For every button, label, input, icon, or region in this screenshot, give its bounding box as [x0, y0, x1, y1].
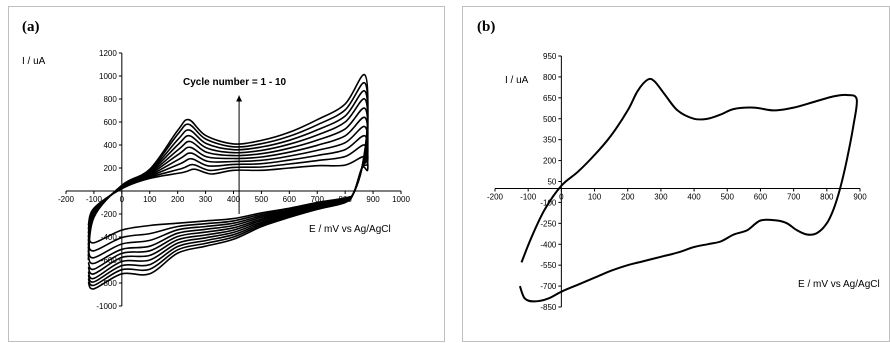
x-tick-label: 500 [721, 192, 735, 201]
y-tick-label: 500 [543, 115, 557, 124]
cycle-curve-5 [87, 116, 369, 271]
x-tick-label: 0 [120, 195, 125, 204]
cycle-curve-1 [87, 155, 369, 244]
y-tick-label: -400 [101, 233, 118, 242]
cycle-curve-2 [87, 144, 369, 252]
y-tick-label: -800 [101, 279, 118, 288]
y-tick-label: -850 [540, 303, 557, 312]
x-tick-label: 600 [754, 192, 768, 201]
x-tick-label: 1000 [392, 195, 410, 204]
x-tick-label: 900 [366, 195, 380, 204]
y-tick-label: -200 [101, 210, 118, 219]
y-axis-title: I / uA [505, 75, 529, 86]
y-tick-label: 950 [543, 52, 557, 61]
cv-chart-a: -200 -100 0 100 200 300 400 500 600 700 800 900 1000… [22, 49, 410, 311]
cycle-curve-10 [87, 73, 369, 290]
y-tick-label: 200 [543, 157, 557, 166]
y-tick-label: 400 [103, 141, 117, 150]
panel-label-a: (a) [22, 19, 40, 35]
y-axis-title: I / uA [22, 56, 46, 67]
cycle-curve-3 [87, 134, 369, 259]
x-axis-title: E / mV vs Ag/AgCl [798, 279, 880, 290]
y-tick-label: 1000 [99, 72, 117, 81]
x-tick-label: -200 [487, 192, 504, 201]
x-tick-label: 600 [283, 195, 297, 204]
chart-panel-b: (b) -200 -100 0 100 200 300 400 500 600 700 800 900… [462, 6, 890, 342]
cv-chart-b: -200 -100 0 100 200 300 400 500 600 700 800 900 -850… [487, 52, 880, 312]
x-tick-label: 200 [621, 192, 635, 201]
y-tick-label: -550 [540, 261, 557, 270]
cycle-arrow-head [236, 95, 243, 102]
cycle-curve-8 [87, 90, 369, 283]
y-tick-label: 50 [547, 178, 556, 187]
y-tick-label: 650 [543, 94, 557, 103]
x-tick-label: 900 [853, 192, 867, 201]
y-tick-label: -1000 [96, 302, 117, 311]
y-tick-label: 350 [543, 136, 557, 145]
x-tick-label: 400 [687, 192, 701, 201]
x-tick-label: 700 [311, 195, 325, 204]
y-tick-label: 800 [103, 95, 117, 104]
x-tick-label: 0 [559, 192, 564, 201]
x-tick-label: 800 [820, 192, 834, 201]
x-tick-label: 300 [654, 192, 668, 201]
cycle-annotation: Cycle number = 1 - 10 [183, 77, 287, 88]
cv-curve [518, 77, 858, 303]
x-tick-label: 200 [171, 195, 185, 204]
x-tick-label: 400 [227, 195, 241, 204]
y-tick-label: 800 [543, 73, 557, 82]
chart-panel-a: (a) -200 -100 0 100 200 300 400 500 600 700 800 900… [8, 6, 445, 342]
x-tick-label: -100 [86, 195, 103, 204]
x-tick-label: 100 [588, 192, 602, 201]
x-tick-label: -200 [58, 195, 75, 204]
x-tick-label: 700 [787, 192, 801, 201]
y-tick-label: -700 [540, 282, 557, 291]
y-tick-label: 200 [103, 164, 117, 173]
y-tick-label: 1200 [99, 49, 117, 58]
x-tick-label: 500 [255, 195, 269, 204]
panel-label-b: (b) [477, 19, 496, 35]
x-tick-label: -100 [520, 192, 537, 201]
x-axis-title: E / mV vs Ag/AgCl [309, 224, 391, 235]
y-tick-label: 600 [103, 118, 117, 127]
x-tick-label: 100 [143, 195, 157, 204]
y-tick-label: -250 [540, 219, 557, 228]
y-tick-label: -400 [540, 240, 557, 249]
x-tick-label: 300 [199, 195, 213, 204]
